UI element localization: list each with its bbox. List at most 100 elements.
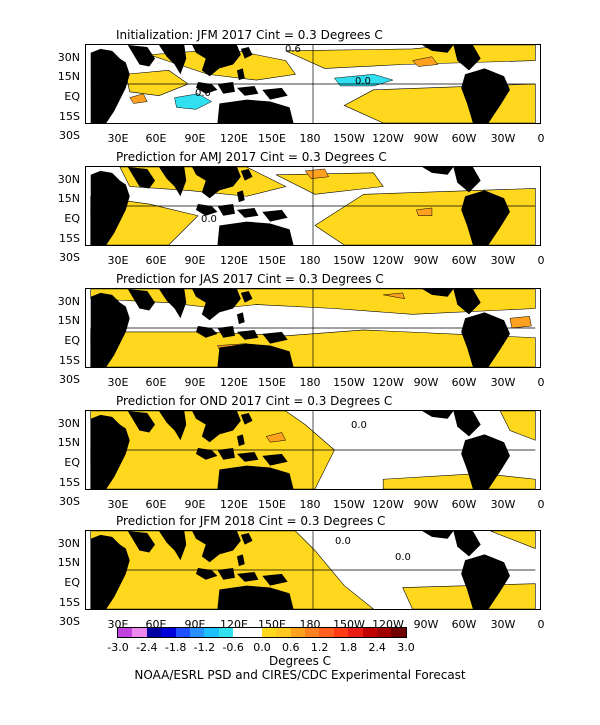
colorbar-swatch	[118, 628, 133, 637]
land-mass	[127, 531, 156, 553]
colorbar-tick-label: -0.6	[222, 641, 244, 654]
warm-anomaly-region	[265, 432, 287, 443]
sst-anomaly-map	[85, 166, 541, 246]
colorbar-swatch	[175, 628, 190, 637]
longitude-label: 90E	[184, 132, 206, 145]
land-mass	[461, 554, 510, 609]
land-mass	[192, 45, 241, 77]
colorbar-tick-label: -3.0	[107, 641, 129, 654]
forecast-panel: Prediction for AMJ 2017 Cint = 0.3 Degre…	[0, 150, 600, 272]
contour-label: 0.0	[351, 420, 367, 431]
panel-title: Initialization: JFM 2017 Cint = 0.3 Degr…	[116, 28, 383, 42]
land-mass	[217, 82, 235, 94]
contour-label: 0.0	[335, 536, 351, 547]
land-mass	[217, 99, 294, 123]
land-mass	[236, 312, 245, 325]
land-mass	[453, 45, 481, 71]
land-mass	[453, 531, 481, 557]
land-mass	[262, 453, 288, 466]
longitude-label: 30W	[490, 376, 516, 389]
longitude-label: 120W	[372, 132, 404, 145]
longitude-label: 120W	[372, 376, 404, 389]
land-mass	[217, 326, 235, 338]
latitude-label: 30N	[57, 51, 80, 64]
longitude-label: 180	[299, 498, 321, 511]
colorbar-swatch	[377, 628, 392, 637]
latitude-label: 15S	[59, 476, 80, 489]
land-mass	[422, 167, 454, 175]
longitude-label: 60W	[451, 132, 477, 145]
land-mass	[196, 448, 218, 460]
colorbar-swatch	[146, 628, 162, 637]
land-mass	[236, 68, 245, 81]
land-mass	[262, 87, 288, 100]
longitude-label: 30E	[107, 132, 129, 145]
colorbar-tick-label: 1.2	[310, 641, 329, 654]
panel-title: Prediction for AMJ 2017 Cint = 0.3 Degre…	[116, 150, 387, 164]
colorbar-tick-label: 0.0	[253, 641, 271, 654]
longitude-label: 120W	[372, 254, 404, 267]
land-mass	[236, 571, 259, 582]
forecast-panel: Prediction for JFM 2018 Cint = 0.3 Degre…	[0, 514, 600, 636]
land-mass	[240, 412, 253, 425]
panel-title: Prediction for OND 2017 Cint = 0.3 Degre…	[116, 394, 393, 408]
forecast-panel: Prediction for JAS 2017 Cint = 0.3 Degre…	[0, 272, 600, 394]
longitude-label: 150E	[258, 254, 286, 267]
latitude-label: EQ	[64, 576, 80, 589]
longitude-label: 30W	[490, 498, 516, 511]
cool-anomaly-region	[333, 74, 394, 87]
land-mass	[461, 312, 510, 367]
longitude-label: 60E	[145, 254, 167, 267]
latitude-label: 15N	[57, 556, 80, 569]
latitude-label: 15N	[57, 192, 80, 205]
longitude-label: 0	[537, 132, 545, 145]
longitude-label: 90W	[413, 254, 439, 267]
longitude-label: 60E	[145, 376, 167, 389]
land-mass	[422, 289, 454, 297]
warm-anomaly-region	[411, 56, 439, 67]
longitude-label: 150E	[258, 132, 286, 145]
panel-title: Prediction for JFM 2018 Cint = 0.3 Degre…	[116, 514, 386, 528]
longitude-label: 90E	[184, 498, 206, 511]
latitude-label: 15N	[57, 70, 80, 83]
sst-anomaly-map	[85, 288, 541, 368]
land-mass	[453, 167, 481, 193]
colorbar-tick-label: -2.4	[136, 641, 158, 654]
colorbar-swatch	[132, 628, 147, 637]
colorbar-swatch	[391, 628, 406, 637]
longitude-label: 120E	[220, 498, 248, 511]
land-mass	[90, 170, 130, 245]
longitude-label: 180	[299, 376, 321, 389]
land-mass	[90, 48, 130, 123]
land-mass	[240, 290, 253, 303]
land-mass	[217, 568, 235, 580]
colorbar-tick-label: 2.4	[368, 641, 386, 654]
land-mass	[217, 221, 294, 245]
latitude-label: 30S	[59, 615, 80, 628]
longitude-label: 60W	[451, 254, 477, 267]
colorbar-swatch	[189, 628, 205, 637]
contour-label: 0.0	[195, 88, 211, 99]
forecast-panel: Prediction for OND 2017 Cint = 0.3 Degre…	[0, 394, 600, 516]
land-mass	[196, 82, 218, 94]
land-mass	[196, 326, 218, 338]
land-mass	[240, 168, 253, 181]
sst-anomaly-map	[85, 410, 541, 490]
longitude-label: 90W	[413, 498, 439, 511]
latitude-label: 30N	[57, 417, 80, 430]
land-mass	[262, 209, 288, 222]
contour-label: 0.0	[355, 76, 371, 87]
colorbar-swatch	[218, 628, 234, 637]
colorbar-swatch	[333, 628, 349, 637]
warm-anomaly-region	[383, 292, 406, 300]
contour-label: 0.0	[201, 214, 217, 225]
colorbar-tick-label: -1.2	[193, 641, 216, 654]
colorbar-swatch	[362, 628, 378, 637]
land-mass	[158, 45, 187, 75]
land-mass	[217, 448, 235, 460]
land-mass	[127, 45, 156, 67]
land-mass	[217, 585, 294, 609]
longitude-label: 30W	[490, 132, 516, 145]
land-mass	[196, 204, 218, 216]
longitude-label: 150E	[258, 498, 286, 511]
